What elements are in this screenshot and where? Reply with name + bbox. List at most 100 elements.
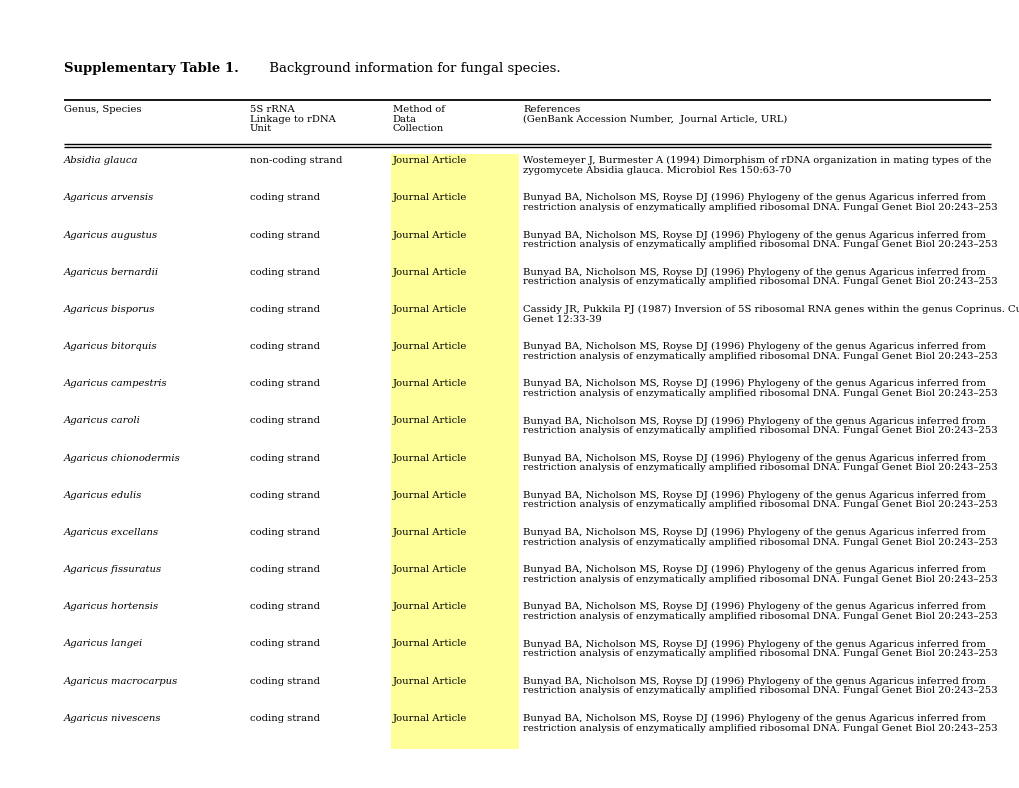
Text: coding strand: coding strand — [250, 193, 320, 203]
Text: Journal Article: Journal Article — [392, 454, 467, 463]
Bar — [390, 452, 519, 489]
Text: restriction analysis of enzymatically amplified ribosomal DNA. Fungal Genet Biol: restriction analysis of enzymatically am… — [523, 686, 997, 695]
Text: coding strand: coding strand — [250, 416, 320, 426]
Text: Absidia glauca: Absidia glauca — [64, 156, 139, 165]
Text: Bunyad BA, Nicholson MS, Royse DJ (1996) Phylogeny of the genus Agaricus inferre: Bunyad BA, Nicholson MS, Royse DJ (1996)… — [523, 565, 985, 574]
Bar — [390, 600, 519, 637]
Text: Agaricus bitorquis: Agaricus bitorquis — [64, 342, 158, 351]
Bar — [390, 266, 519, 303]
Text: Journal Article: Journal Article — [392, 491, 467, 500]
Text: restriction analysis of enzymatically amplified ribosomal DNA. Fungal Genet Biol: restriction analysis of enzymatically am… — [523, 500, 997, 510]
Bar — [390, 637, 519, 675]
Bar — [390, 303, 519, 340]
Text: Agaricus arvensis: Agaricus arvensis — [64, 193, 154, 203]
Text: Agaricus bisporus: Agaricus bisporus — [64, 305, 156, 314]
Bar — [390, 526, 519, 563]
Text: Agaricus hortensis: Agaricus hortensis — [64, 602, 159, 611]
Text: restriction analysis of enzymatically amplified ribosomal DNA. Fungal Genet Biol: restriction analysis of enzymatically am… — [523, 203, 997, 212]
Text: Agaricus fissuratus: Agaricus fissuratus — [64, 565, 162, 574]
Text: Data: Data — [392, 115, 417, 124]
Text: coding strand: coding strand — [250, 342, 320, 351]
Text: Journal Article: Journal Article — [392, 231, 467, 240]
Text: coding strand: coding strand — [250, 379, 320, 388]
Text: restriction analysis of enzymatically amplified ribosomal DNA. Fungal Genet Biol: restriction analysis of enzymatically am… — [523, 723, 997, 733]
Text: Genus, Species: Genus, Species — [64, 105, 142, 114]
Bar — [390, 154, 519, 191]
Text: coding strand: coding strand — [250, 677, 320, 686]
Text: Agaricus nivescens: Agaricus nivescens — [64, 714, 162, 723]
Text: coding strand: coding strand — [250, 268, 320, 277]
Bar — [390, 712, 519, 749]
Text: Bunyad BA, Nicholson MS, Royse DJ (1996) Phylogeny of the genus Agaricus inferre: Bunyad BA, Nicholson MS, Royse DJ (1996)… — [523, 677, 985, 686]
Text: Agaricus langei: Agaricus langei — [64, 640, 144, 649]
Text: Agaricus bernardii: Agaricus bernardii — [64, 268, 159, 277]
Bar — [390, 229, 519, 266]
Text: non-coding strand: non-coding strand — [250, 156, 342, 165]
Text: Bunyad BA, Nicholson MS, Royse DJ (1996) Phylogeny of the genus Agaricus inferre: Bunyad BA, Nicholson MS, Royse DJ (1996)… — [523, 602, 985, 611]
Text: restriction analysis of enzymatically amplified ribosomal DNA. Fungal Genet Biol: restriction analysis of enzymatically am… — [523, 426, 997, 435]
Text: Journal Article: Journal Article — [392, 379, 467, 388]
Text: References: References — [523, 105, 580, 114]
Text: Agaricus caroli: Agaricus caroli — [64, 416, 141, 426]
Text: Journal Article: Journal Article — [392, 416, 467, 426]
Text: Bunyad BA, Nicholson MS, Royse DJ (1996) Phylogeny of the genus Agaricus inferre: Bunyad BA, Nicholson MS, Royse DJ (1996)… — [523, 268, 985, 277]
Text: Bunyad BA, Nicholson MS, Royse DJ (1996) Phylogeny of the genus Agaricus inferre: Bunyad BA, Nicholson MS, Royse DJ (1996)… — [523, 379, 985, 388]
Text: coding strand: coding strand — [250, 602, 320, 611]
Text: Journal Article: Journal Article — [392, 640, 467, 649]
Bar — [390, 191, 519, 229]
Text: restriction analysis of enzymatically amplified ribosomal DNA. Fungal Genet Biol: restriction analysis of enzymatically am… — [523, 240, 997, 249]
Text: Bunyad BA, Nicholson MS, Royse DJ (1996) Phylogeny of the genus Agaricus inferre: Bunyad BA, Nicholson MS, Royse DJ (1996)… — [523, 640, 985, 649]
Text: Journal Article: Journal Article — [392, 305, 467, 314]
Text: zygomycete Absidia glauca. Microbiol Res 150:63-70: zygomycete Absidia glauca. Microbiol Res… — [523, 166, 791, 175]
Text: coding strand: coding strand — [250, 640, 320, 649]
Text: restriction analysis of enzymatically amplified ribosomal DNA. Fungal Genet Biol: restriction analysis of enzymatically am… — [523, 574, 997, 584]
Text: Agaricus edulis: Agaricus edulis — [64, 491, 143, 500]
Text: 5S rRNA: 5S rRNA — [250, 105, 294, 114]
Bar — [390, 340, 519, 377]
Text: Linkage to rDNA: Linkage to rDNA — [250, 115, 335, 124]
Text: restriction analysis of enzymatically amplified ribosomal DNA. Fungal Genet Biol: restriction analysis of enzymatically am… — [523, 389, 997, 398]
Text: Journal Article: Journal Article — [392, 268, 467, 277]
Text: restriction analysis of enzymatically amplified ribosomal DNA. Fungal Genet Biol: restriction analysis of enzymatically am… — [523, 351, 997, 361]
Text: Journal Article: Journal Article — [392, 677, 467, 686]
Text: coding strand: coding strand — [250, 565, 320, 574]
Text: coding strand: coding strand — [250, 231, 320, 240]
Text: Bunyad BA, Nicholson MS, Royse DJ (1996) Phylogeny of the genus Agaricus inferre: Bunyad BA, Nicholson MS, Royse DJ (1996)… — [523, 193, 985, 203]
Text: Journal Article: Journal Article — [392, 156, 467, 165]
Text: restriction analysis of enzymatically amplified ribosomal DNA. Fungal Genet Biol: restriction analysis of enzymatically am… — [523, 537, 997, 547]
Text: Bunyad BA, Nicholson MS, Royse DJ (1996) Phylogeny of the genus Agaricus inferre: Bunyad BA, Nicholson MS, Royse DJ (1996)… — [523, 528, 985, 537]
Bar — [390, 414, 519, 452]
Text: Journal Article: Journal Article — [392, 193, 467, 203]
Text: restriction analysis of enzymatically amplified ribosomal DNA. Fungal Genet Biol: restriction analysis of enzymatically am… — [523, 277, 997, 286]
Bar — [390, 563, 519, 600]
Text: coding strand: coding strand — [250, 305, 320, 314]
Text: (GenBank Accession Number,  Journal Article, URL): (GenBank Accession Number, Journal Artic… — [523, 115, 787, 124]
Text: Agaricus macrocarpus: Agaricus macrocarpus — [64, 677, 178, 686]
Text: Journal Article: Journal Article — [392, 342, 467, 351]
Text: Agaricus campestris: Agaricus campestris — [64, 379, 168, 388]
Text: Method of: Method of — [392, 105, 444, 114]
Text: Unit: Unit — [250, 125, 272, 133]
Text: Agaricus augustus: Agaricus augustus — [64, 231, 158, 240]
Text: Background information for fungal species.: Background information for fungal specie… — [265, 62, 560, 75]
Text: Bunyad BA, Nicholson MS, Royse DJ (1996) Phylogeny of the genus Agaricus inferre: Bunyad BA, Nicholson MS, Royse DJ (1996)… — [523, 714, 985, 723]
Text: Agaricus excellans: Agaricus excellans — [64, 528, 159, 537]
Text: coding strand: coding strand — [250, 454, 320, 463]
Text: Cassidy JR, Pukkila PJ (1987) Inversion of 5S ribosomal RNA genes within the gen: Cassidy JR, Pukkila PJ (1987) Inversion … — [523, 305, 1019, 314]
Text: Journal Article: Journal Article — [392, 528, 467, 537]
Text: coding strand: coding strand — [250, 528, 320, 537]
Text: Bunyad BA, Nicholson MS, Royse DJ (1996) Phylogeny of the genus Agaricus inferre: Bunyad BA, Nicholson MS, Royse DJ (1996)… — [523, 491, 985, 500]
Text: coding strand: coding strand — [250, 491, 320, 500]
Text: Bunyad BA, Nicholson MS, Royse DJ (1996) Phylogeny of the genus Agaricus inferre: Bunyad BA, Nicholson MS, Royse DJ (1996)… — [523, 231, 985, 240]
Text: restriction analysis of enzymatically amplified ribosomal DNA. Fungal Genet Biol: restriction analysis of enzymatically am… — [523, 612, 997, 621]
Text: Collection: Collection — [392, 125, 443, 133]
Text: Wostemeyer J, Burmester A (1994) Dimorphism of rDNA organization in mating types: Wostemeyer J, Burmester A (1994) Dimorph… — [523, 156, 990, 165]
Text: Journal Article: Journal Article — [392, 714, 467, 723]
Bar — [390, 675, 519, 712]
Bar — [390, 377, 519, 414]
Bar — [390, 489, 519, 526]
Text: Bunyad BA, Nicholson MS, Royse DJ (1996) Phylogeny of the genus Agaricus inferre: Bunyad BA, Nicholson MS, Royse DJ (1996)… — [523, 342, 985, 351]
Text: Agaricus chionodermis: Agaricus chionodermis — [64, 454, 180, 463]
Text: Bunyad BA, Nicholson MS, Royse DJ (1996) Phylogeny of the genus Agaricus inferre: Bunyad BA, Nicholson MS, Royse DJ (1996)… — [523, 454, 985, 463]
Text: restriction analysis of enzymatically amplified ribosomal DNA. Fungal Genet Biol: restriction analysis of enzymatically am… — [523, 649, 997, 658]
